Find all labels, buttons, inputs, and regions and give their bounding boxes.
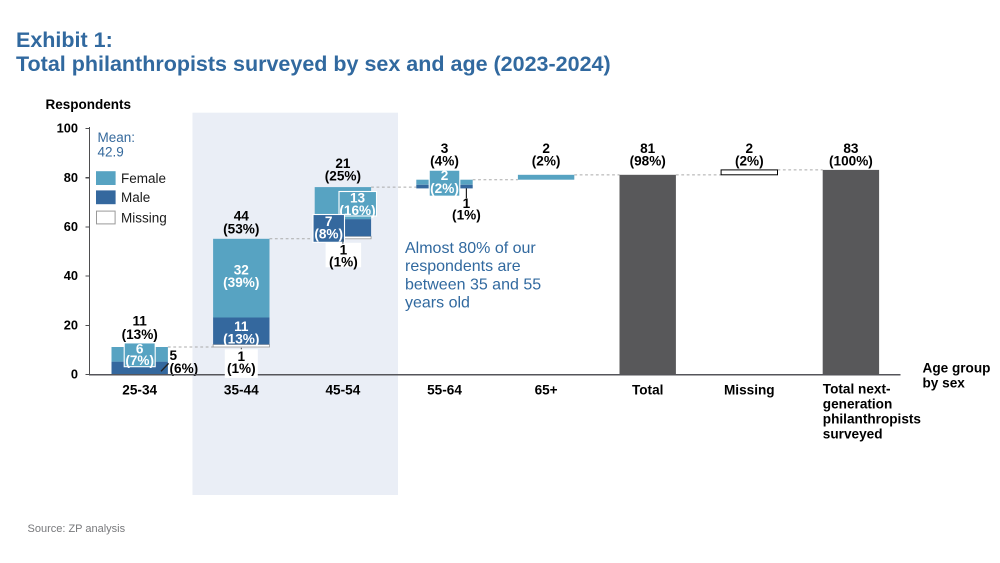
svg-text:80: 80	[64, 170, 78, 185]
svg-text:(2%): (2%)	[735, 154, 764, 169]
svg-text:11: 11	[133, 314, 148, 329]
svg-text:60: 60	[64, 219, 78, 234]
svg-text:(16%): (16%)	[339, 203, 375, 218]
svg-text:0: 0	[71, 367, 78, 382]
svg-text:65+: 65+	[535, 383, 558, 398]
svg-text:(2%): (2%)	[532, 154, 561, 169]
svg-text:philanthropists: philanthropists	[823, 412, 921, 427]
svg-text:(1%): (1%)	[329, 255, 358, 270]
svg-text:(6%): (6%)	[170, 361, 199, 376]
svg-text:(7%): (7%)	[125, 353, 154, 368]
svg-text:(1%): (1%)	[227, 361, 256, 376]
svg-text:Total: Total	[632, 383, 663, 398]
svg-text:40: 40	[64, 268, 78, 283]
svg-text:2: 2	[441, 168, 449, 183]
svg-text:21: 21	[335, 156, 351, 171]
svg-text:by sex: by sex	[923, 376, 966, 391]
svg-text:1: 1	[463, 196, 471, 211]
svg-text:(2%): (2%)	[430, 181, 459, 196]
svg-text:1: 1	[340, 243, 348, 258]
svg-text:(13%): (13%)	[122, 327, 158, 342]
svg-text:20: 20	[64, 317, 78, 332]
svg-text:13: 13	[350, 191, 366, 206]
svg-text:respondents are: respondents are	[405, 258, 521, 275]
svg-text:Male: Male	[121, 190, 150, 205]
svg-text:83: 83	[843, 141, 859, 156]
svg-text:44: 44	[234, 209, 250, 224]
svg-text:(8%): (8%)	[314, 227, 343, 242]
svg-text:81: 81	[640, 141, 656, 156]
svg-text:Missing: Missing	[724, 383, 775, 398]
svg-text:Mean:: Mean:	[98, 130, 136, 145]
svg-text:(100%): (100%)	[829, 154, 873, 169]
svg-text:55-64: 55-64	[427, 383, 462, 398]
svg-text:11: 11	[234, 319, 249, 334]
svg-text:Total next-: Total next-	[823, 381, 891, 396]
svg-text:42.9: 42.9	[98, 145, 124, 160]
svg-text:(1%): (1%)	[452, 208, 481, 223]
svg-text:3: 3	[441, 141, 449, 156]
svg-text:35-44: 35-44	[224, 383, 259, 398]
svg-text:32: 32	[234, 263, 250, 278]
svg-text:generation: generation	[823, 396, 893, 411]
svg-text:(25%): (25%)	[325, 169, 361, 184]
svg-text:100: 100	[57, 121, 78, 136]
svg-text:7: 7	[325, 214, 333, 229]
svg-text:Female: Female	[121, 171, 166, 186]
svg-text:(53%): (53%)	[223, 222, 259, 237]
svg-text:between 35 and 55: between 35 and 55	[405, 276, 541, 293]
svg-text:2: 2	[542, 141, 550, 156]
svg-text:(98%): (98%)	[630, 154, 666, 169]
svg-text:(39%): (39%)	[223, 275, 259, 290]
svg-text:(13%): (13%)	[223, 332, 259, 347]
svg-text:5: 5	[170, 348, 178, 363]
svg-text:surveyed: surveyed	[823, 427, 883, 442]
svg-text:25-34: 25-34	[122, 383, 157, 398]
svg-text:2: 2	[746, 141, 754, 156]
svg-text:Age group: Age group	[923, 361, 991, 376]
svg-text:6: 6	[136, 342, 144, 357]
svg-text:years old: years old	[405, 294, 470, 311]
svg-text:1: 1	[238, 349, 246, 364]
svg-text:Almost 80% of our: Almost 80% of our	[405, 240, 536, 257]
svg-text:Missing: Missing	[121, 210, 167, 225]
svg-text:45-54: 45-54	[326, 383, 361, 398]
svg-text:(4%): (4%)	[430, 154, 459, 169]
